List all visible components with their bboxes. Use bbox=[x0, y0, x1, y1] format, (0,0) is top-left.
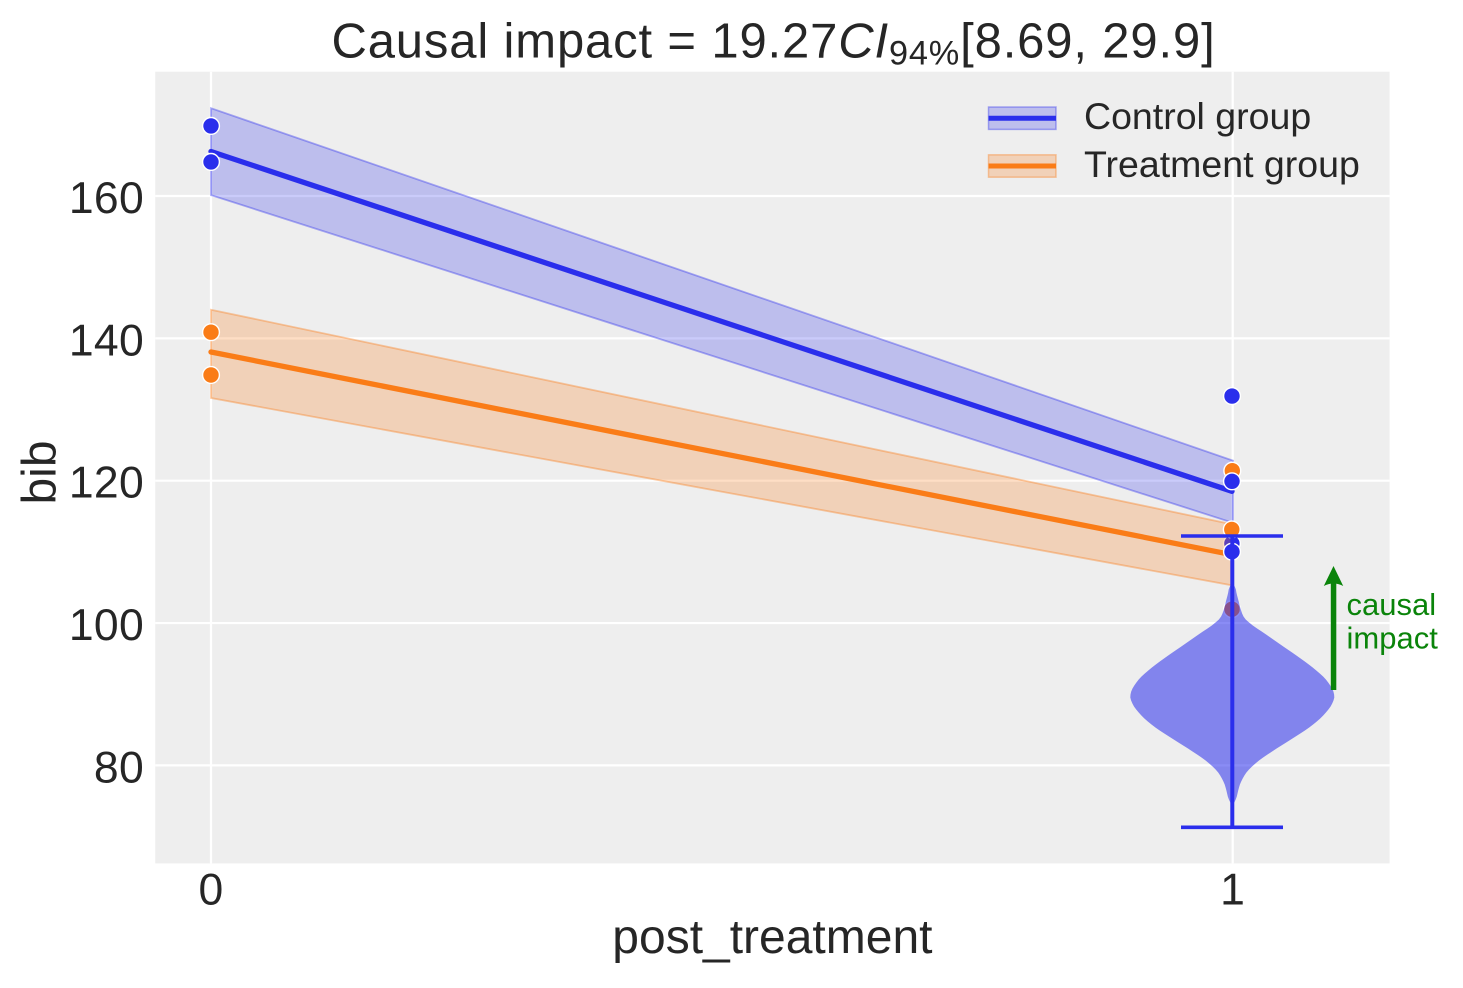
svg-text:80: 80 bbox=[94, 743, 144, 792]
svg-text:100: 100 bbox=[69, 601, 144, 650]
svg-text:bib: bib bbox=[14, 440, 67, 504]
svg-text:causal: causal bbox=[1347, 587, 1437, 622]
svg-text:impact: impact bbox=[1347, 621, 1439, 656]
svg-text:1: 1 bbox=[1220, 866, 1245, 915]
svg-text:Causal impact = 19.27CI94%[8.6: Causal impact = 19.27CI94%[8.69, 29.9] bbox=[331, 15, 1215, 73]
svg-text:160: 160 bbox=[69, 174, 144, 223]
svg-text:0: 0 bbox=[198, 866, 223, 915]
svg-text:post_treatment: post_treatment bbox=[612, 911, 932, 964]
svg-text:Treatment group: Treatment group bbox=[1084, 143, 1360, 185]
svg-text:Control group: Control group bbox=[1084, 95, 1311, 137]
svg-text:120: 120 bbox=[69, 459, 144, 508]
svg-text:140: 140 bbox=[69, 316, 144, 365]
